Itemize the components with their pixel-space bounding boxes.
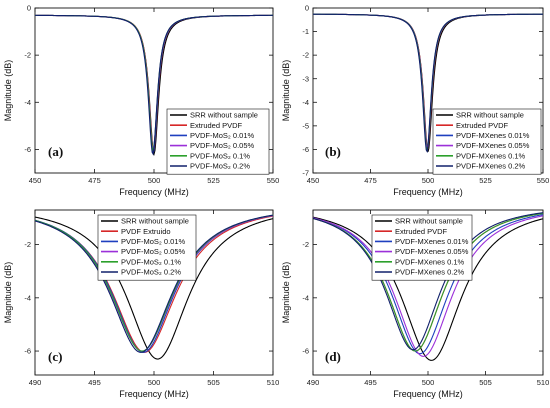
panel-label: (b) [325,144,341,159]
legend-entry: Extruded PVDF [456,121,509,130]
series-line-6 [313,212,543,351]
x-tick-label: 475 [88,176,101,185]
y-axis-title: Magnitude (dB) [3,60,13,122]
x-tick-label: 450 [29,176,42,185]
x-tick-label: 500 [422,176,435,185]
y-axis-title: Magnitude (dB) [3,262,13,324]
x-tick-label: 505 [207,378,220,387]
series-line-1 [35,216,273,360]
x-tick-label: 495 [88,378,101,387]
legend-entry: PVDF-MoS₂ 0.01% [190,131,255,140]
legend-entry: PVDF-MoS₂ 0.01% [121,237,186,246]
y-tick-label: -6 [302,145,309,154]
y-tick-label: -6 [24,347,31,356]
series-line-6 [35,14,273,156]
x-tick-label: 475 [364,176,377,185]
y-tick-label: 0 [305,4,309,13]
x-tick-label: 510 [267,378,280,387]
x-tick-label: 500 [148,176,161,185]
panel-label: (a) [48,144,63,159]
legend-entry: Extruded PVDF [190,121,243,130]
series-line-4 [313,215,543,357]
legend-box [371,214,473,281]
legend-box [432,108,542,175]
x-tick-label: 490 [307,378,320,387]
panel-label: (d) [325,349,341,364]
series-line-6 [313,13,543,154]
legend-entry: PVDF-MXenes 0.05% [395,247,469,256]
chart-panel-1: 450 475 500 525 550 0 -2 -4 -6 Frequency (MHz) Mag… [3,4,279,197]
series-line-1 [313,216,543,361]
y-tick-label: -2 [24,240,31,249]
x-tick-label: 510 [537,378,550,387]
x-tick-label: 505 [479,378,492,387]
legend-entry: Extruded PVDF [395,227,448,236]
legend-entry: PVDF-MoS₂ 0.05% [121,247,186,256]
series-line-6 [35,214,273,353]
legend-entry: PVDF-MoS₂ 0.2% [190,162,250,171]
y-tick-label: -7 [302,169,309,178]
legend-entry: PVDF-MoS₂ 0.1% [121,257,181,266]
x-tick-label: 500 [422,378,435,387]
y-tick-label: -2 [302,51,309,60]
x-axis-title: Frequency (MHz) [393,187,463,197]
legend-entry: PVDF-MXenes 0.1% [395,257,465,266]
legend-box [97,214,197,281]
y-axis-title: Magnitude (dB) [281,60,291,122]
legend-entry: PVDF-MXenes 0.1% [456,151,526,160]
legend-entry: PVDF-MoS₂ 0.2% [121,268,181,277]
y-tick-label: -2 [24,51,31,60]
legend-entry: PVDF-MXenes 0.01% [456,131,530,140]
legend-entry: PVDF-MXenes 0.05% [456,141,530,150]
y-tick-label: -5 [302,121,309,130]
x-tick-label: 525 [207,176,220,185]
series-line-3 [313,214,543,355]
x-tick-label: 450 [307,176,320,185]
y-tick-label: -2 [302,240,309,249]
x-axis-title: Frequency (MHz) [119,187,189,197]
x-tick-label: 495 [364,378,377,387]
chart-panel-2: 450 475 500 525 550 0 -1 -2 -3 -4 -5 -6 -7 Frequency … [281,4,549,197]
legend-entry: PVDF-MoS₂ 0.05% [190,141,255,150]
y-tick-label: -4 [302,293,309,302]
chart-panel-4: 490 495 500 505 510 -2 -4 -6 Frequency (MHz) Magn… [281,209,550,399]
legend-entry: PVDF-MXenes 0.01% [395,237,469,246]
legend-entry: SRR without sample [456,111,524,120]
x-axis-title: Frequency (MHz) [119,389,189,399]
x-tick-label: 550 [267,176,280,185]
legend-entry: SRR without sample [395,217,463,226]
x-tick-label: 550 [537,176,550,185]
legend-entry: PVDF-MXenes 0.2% [456,162,526,171]
y-tick-label: 0 [27,4,31,13]
y-tick-label: -6 [24,145,31,154]
legend-entry: PVDF-MXenes 0.2% [395,268,465,277]
y-tick-label: -4 [24,98,31,107]
y-tick-label: -6 [302,347,309,356]
legend-entry: SRR without sample [190,111,258,120]
y-tick-label: -3 [302,74,309,83]
x-tick-label: 500 [148,378,161,387]
y-tick-label: -1 [302,27,309,36]
legend-entry: SRR without sample [121,217,189,226]
y-tick-label: -4 [24,293,31,302]
legend-entry: PVDF Extruido [121,227,171,236]
x-tick-label: 525 [479,176,492,185]
legend-entry: PVDF-MoS₂ 0.1% [190,151,250,160]
x-tick-label: 490 [29,378,42,387]
legend-box [166,108,270,175]
x-axis-title: Frequency (MHz) [393,389,463,399]
panel-label: (c) [48,349,62,364]
y-tick-label: -4 [302,98,309,107]
chart-panel-3: 490 495 500 505 510 -2 -4 -6 Frequency (MHz) Magn… [3,209,280,399]
y-axis-title: Magnitude (dB) [281,262,291,324]
